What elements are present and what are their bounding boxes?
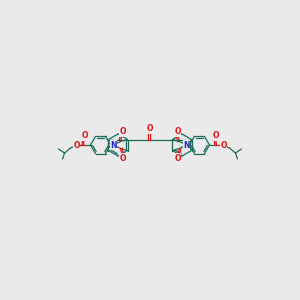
- Text: O: O: [119, 154, 126, 163]
- Text: N: N: [110, 140, 117, 149]
- Text: O: O: [147, 124, 153, 133]
- Text: O: O: [81, 131, 88, 140]
- Text: O: O: [212, 131, 219, 140]
- Text: O: O: [73, 140, 80, 149]
- Text: O: O: [220, 140, 227, 149]
- Text: O: O: [119, 127, 126, 136]
- Text: O: O: [174, 154, 181, 163]
- Text: N: N: [183, 140, 190, 149]
- Text: O: O: [174, 127, 181, 136]
